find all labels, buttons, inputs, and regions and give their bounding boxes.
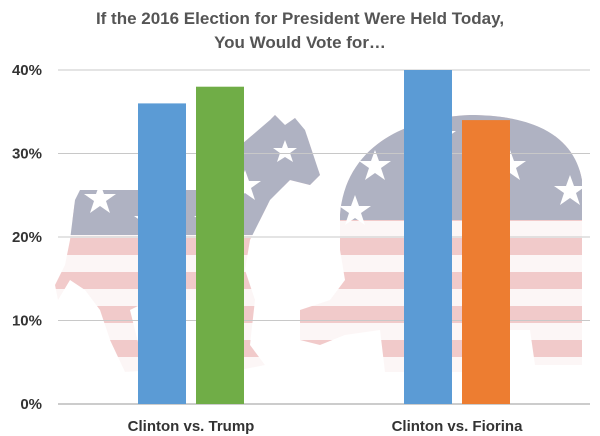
democrat-donkey-flag-icon bbox=[55, 115, 320, 372]
y-tick-label: 40% bbox=[12, 62, 42, 79]
bar bbox=[462, 120, 510, 404]
y-tick-label: 30% bbox=[12, 146, 42, 163]
x-axis: Clinton vs. Trump Clinton vs. Fiorina bbox=[128, 418, 523, 435]
y-tick-label: 0% bbox=[20, 396, 42, 413]
bar bbox=[196, 86, 244, 404]
bar bbox=[138, 103, 186, 405]
chart-title-line-2: You Would Vote for… bbox=[214, 33, 386, 52]
y-axis: 0% 10% 20% 30% 40% bbox=[12, 62, 42, 413]
bar bbox=[404, 70, 452, 404]
y-tick-label: 20% bbox=[12, 229, 42, 246]
x-category-label: Clinton vs. Fiorina bbox=[392, 418, 523, 435]
x-category-label: Clinton vs. Trump bbox=[128, 418, 255, 435]
y-tick-label: 10% bbox=[12, 313, 42, 330]
bars bbox=[138, 70, 510, 405]
chart-title-line-1: If the 2016 Election for President Were … bbox=[96, 9, 504, 28]
